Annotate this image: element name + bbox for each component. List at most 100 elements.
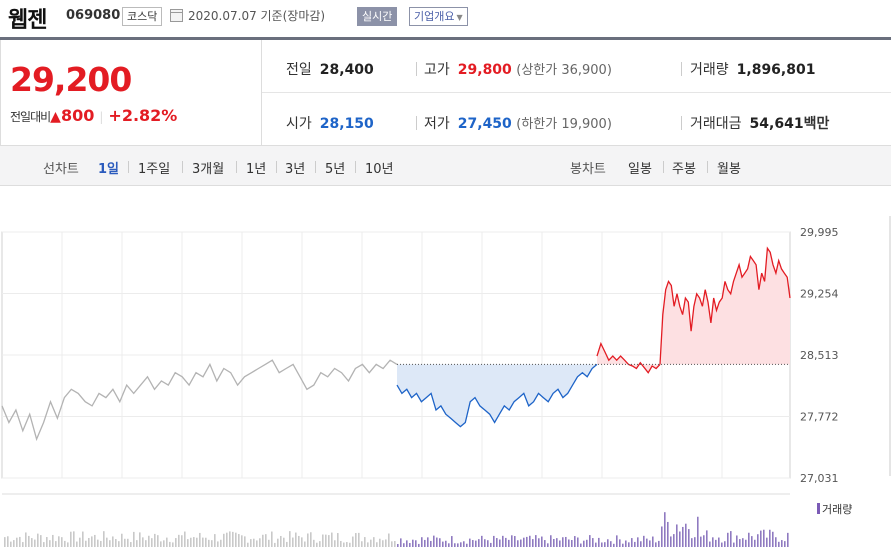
volume-bar [211, 540, 213, 547]
volume-bar [322, 534, 324, 547]
divider [182, 161, 183, 173]
divider [663, 161, 664, 173]
tab-period-3y[interactable]: 3년 [285, 162, 306, 177]
volume-bar [316, 542, 318, 547]
divider [681, 116, 682, 130]
tab-period-3m[interactable]: 3개월 [192, 162, 225, 177]
volume-bar [265, 534, 267, 547]
volume-bar [28, 535, 30, 547]
volume-bar [403, 543, 405, 547]
volume-bar [727, 532, 729, 547]
volume-bar [469, 538, 471, 547]
volume-bar [82, 531, 84, 547]
volume-bar [568, 539, 570, 547]
volume-bar [223, 533, 225, 547]
volume-bar [412, 539, 414, 547]
volume-bar [91, 536, 93, 547]
volume-bar [697, 516, 699, 547]
tab-period-10y[interactable]: 10년 [365, 162, 394, 177]
stat-value: 28,150 [319, 116, 374, 132]
volume-bar [751, 536, 753, 547]
volume-bar [199, 532, 201, 547]
tab-period-1d[interactable]: 1일 [98, 162, 120, 177]
volume-bar [643, 535, 645, 547]
tab-period-5y[interactable]: 5년 [325, 162, 346, 177]
volume-bar [103, 531, 105, 547]
volume-bar [523, 537, 525, 547]
volume-bar [556, 538, 558, 547]
volume-bar [427, 537, 429, 547]
volume-bar [460, 542, 462, 547]
line-chart-label: 선차트 [43, 162, 79, 177]
volume-bar [79, 537, 81, 547]
up-triangle-icon: ▲ [50, 109, 61, 125]
divider [236, 161, 237, 173]
volume-bar [721, 542, 723, 547]
volume-bar [601, 542, 603, 547]
volume-bar [124, 538, 126, 547]
y-tick-label: 29,995 [800, 226, 839, 239]
volume-bar [481, 535, 483, 547]
tab-period-1w[interactable]: 1주일 [138, 162, 171, 177]
change-amount: 800 [60, 106, 95, 125]
volume-bar [718, 537, 720, 547]
calendar-icon [170, 9, 183, 22]
volume-bar [661, 526, 663, 547]
volume-bar [376, 542, 378, 547]
tab-candle-weekly[interactable]: 주봉 [672, 162, 696, 177]
price-summary: 29,200 전일대비▲800 | +2.82% 전일 28,400 고가 29,800… [0, 37, 891, 145]
volume-bar [406, 540, 408, 547]
volume-bar [637, 537, 639, 547]
volume-bar [748, 532, 750, 547]
volume-bar [196, 537, 198, 547]
tab-candle-monthly[interactable]: 월봉 [717, 162, 741, 177]
company-info-button[interactable]: 기업개요 ▼ [409, 7, 468, 26]
volume-bar [382, 540, 384, 547]
chart-lines [1, 246, 791, 442]
volume-bar [610, 541, 612, 547]
stat-volume: 거래량 1,896,801 [690, 59, 815, 79]
volume-bar [172, 542, 174, 547]
volume-bar [112, 536, 114, 547]
volume-bar [475, 540, 477, 547]
chart-grid [1, 231, 791, 479]
volume-bar [709, 541, 711, 547]
candle-chart-label: 봉차트 [570, 162, 606, 177]
volume-bar [472, 540, 474, 547]
divider [128, 161, 129, 173]
current-price: 29,200 [10, 60, 132, 99]
volume-bar [307, 533, 309, 547]
volume-bar [100, 540, 102, 547]
volume-bar [178, 534, 180, 547]
volume-bar [553, 539, 555, 547]
volume-bar [493, 535, 495, 547]
volume-bar [712, 537, 714, 547]
volume-bar [22, 542, 24, 547]
volume-bar [298, 535, 300, 547]
volume-bar [388, 533, 390, 547]
y-axis-ticks: 29,995 29,254 28,513 27,772 27,031 [800, 226, 839, 485]
volume-bar [10, 541, 12, 547]
realtime-button[interactable]: 실시간 [357, 7, 398, 26]
tab-period-1y[interactable]: 1년 [246, 162, 267, 177]
volume-bar [529, 535, 531, 547]
volume-bar [37, 533, 39, 547]
volume-bar [145, 540, 147, 547]
volume-bar [85, 540, 87, 547]
volume-bar [763, 529, 765, 547]
volume-bar [514, 536, 516, 547]
volume-bar [571, 540, 573, 547]
volume-bar [67, 542, 69, 547]
volume-bar [463, 541, 465, 547]
volume-bar [577, 537, 579, 547]
volume-bar [184, 531, 186, 547]
volume-bar [490, 542, 492, 547]
volume-bar [148, 535, 150, 547]
tab-candle-daily[interactable]: 일봉 [628, 162, 652, 177]
volume-bar [688, 529, 690, 547]
volume-bar [31, 538, 33, 547]
y-tick-label: 29,254 [800, 288, 839, 301]
volume-bar [109, 540, 111, 547]
volume-bar [355, 533, 357, 547]
volume-bar [151, 538, 153, 547]
